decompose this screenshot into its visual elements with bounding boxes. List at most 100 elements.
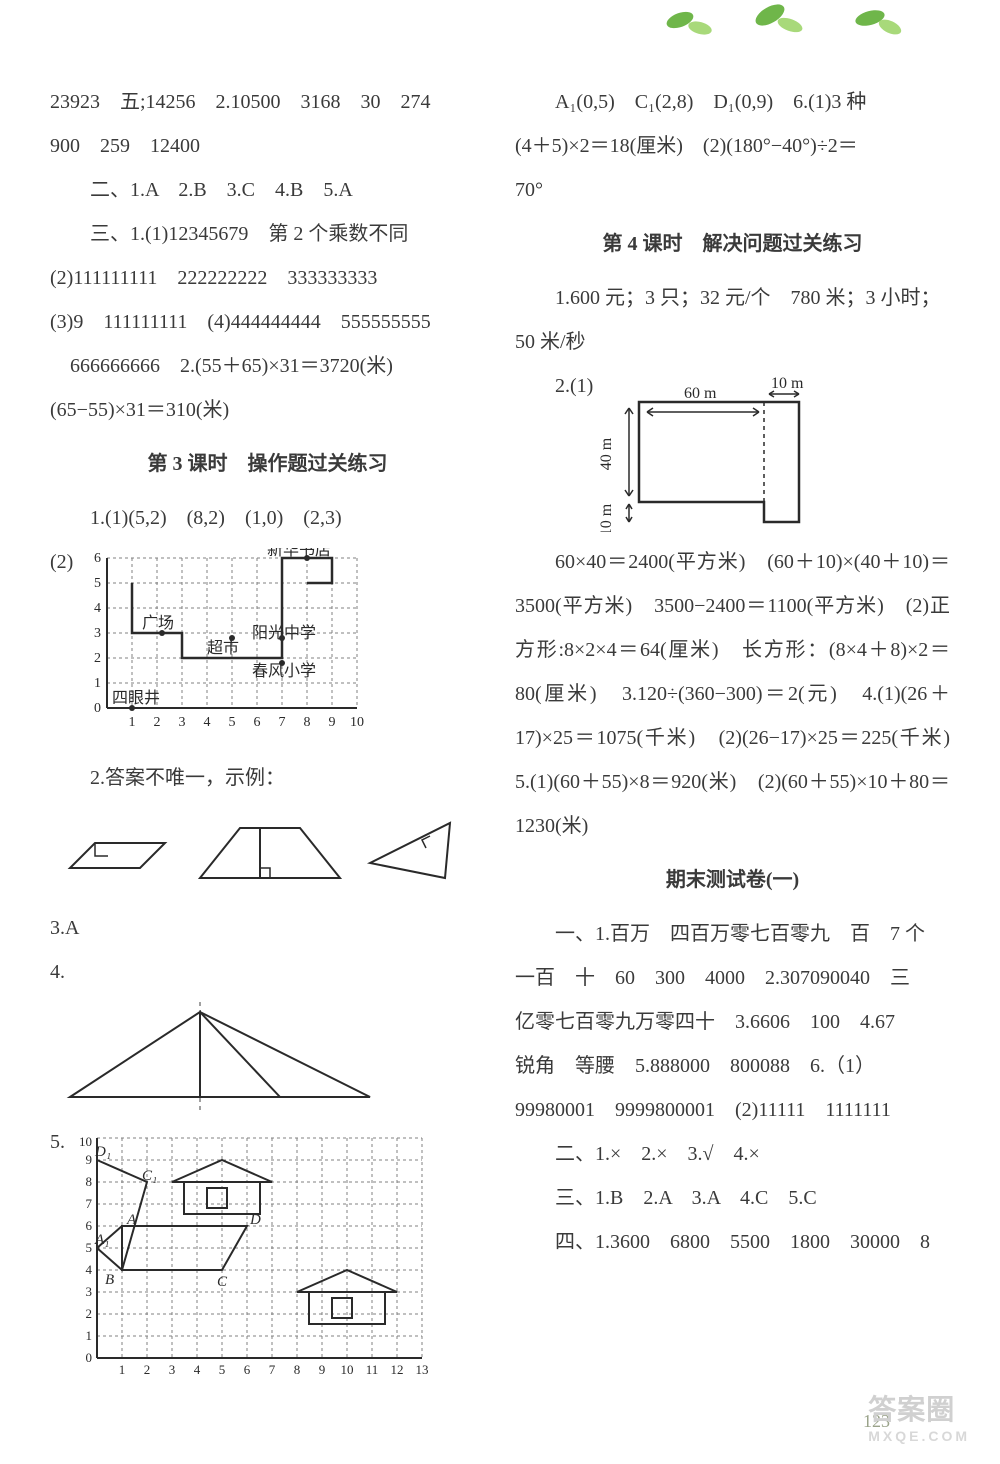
lesson4-title: 第 4 课时 解决问题过关练习 xyxy=(515,222,950,266)
svg-text:1: 1 xyxy=(129,715,136,730)
text-line: 一百 十 60 300 4000 2.307090040 三 xyxy=(515,956,950,1000)
leaf-decoration xyxy=(640,0,940,50)
q1-2-label: (2) xyxy=(50,540,73,584)
svg-text:新华书店: 新华书店 xyxy=(267,548,331,559)
svg-text:2: 2 xyxy=(154,715,161,730)
svg-text:8: 8 xyxy=(86,1174,93,1189)
text-line: 锐角 等腰 5.888000 800088 6.（1） xyxy=(515,1044,950,1088)
svg-text:10: 10 xyxy=(341,1362,354,1377)
example-shapes-figure xyxy=(50,808,470,898)
svg-text:6: 6 xyxy=(244,1362,251,1377)
svg-text:7: 7 xyxy=(269,1362,276,1377)
svg-text:3: 3 xyxy=(169,1362,176,1377)
grid-map-figure: 新华书店 广场 超市 阳光中学 春风小学 四眼井 0 1 2 3 4 xyxy=(77,548,377,748)
svg-text:60 m: 60 m xyxy=(684,385,717,402)
svg-text:4: 4 xyxy=(86,1262,93,1277)
grid-shapes-figure: D₁ C₁ A₁ A B C D 0 1 2 3 4 5 6 7 xyxy=(67,1128,447,1378)
svg-text:5: 5 xyxy=(219,1362,226,1377)
svg-text:9: 9 xyxy=(329,715,336,730)
svg-text:6: 6 xyxy=(94,551,101,566)
svg-text:5: 5 xyxy=(86,1240,93,1255)
text-line: 70° xyxy=(515,168,950,212)
left-column: 23923 五;14256 2.10500 3168 30 274 900 25… xyxy=(50,80,485,1386)
q5-label: 5. xyxy=(50,1120,65,1164)
text-line: 三、1.B 2.A 3.A 4.C 5.C xyxy=(515,1176,950,1220)
text-line: (3)9 111111111 (4)444444444 555555555 xyxy=(50,300,485,344)
svg-text:3: 3 xyxy=(86,1284,93,1299)
text-line: 900 259 12400 xyxy=(50,124,485,168)
text-line: (4＋5)×2＝18(厘米) (2)(180°−40°)÷2＝ xyxy=(515,124,950,168)
l-shape-figure: 60 m 10 m 40 m 10 m xyxy=(599,372,839,532)
svg-text:1: 1 xyxy=(119,1362,126,1377)
calc-block: 60×40＝2400(平方米) (60＋10)×(40＋10)＝3500(平方米… xyxy=(515,540,950,848)
watermark: 答案圈 MXQE.COM xyxy=(868,1388,970,1444)
svg-text:C₁: C₁ xyxy=(142,1168,157,1184)
svg-text:4: 4 xyxy=(94,601,101,616)
svg-text:1: 1 xyxy=(94,676,101,691)
svg-text:7: 7 xyxy=(86,1196,93,1211)
svg-text:7: 7 xyxy=(279,715,286,730)
triangle-mirror-figure xyxy=(50,1002,410,1112)
final-exam-title: 期末测试卷(一) xyxy=(515,858,950,902)
svg-text:40 m: 40 m xyxy=(599,437,615,470)
svg-text:3: 3 xyxy=(179,715,186,730)
svg-text:D: D xyxy=(249,1212,261,1228)
text-line: A₁(0,5) C₁(2,8) D₁(0,9) 6.(1)3 种 xyxy=(515,80,950,124)
svg-text:4: 4 xyxy=(204,715,211,730)
page-columns: 23923 五;14256 2.10500 3168 30 274 900 25… xyxy=(0,0,1000,1426)
svg-text:4: 4 xyxy=(194,1362,201,1377)
svg-text:10: 10 xyxy=(79,1134,92,1149)
text-line: 二、1.× 2.× 3.√ 4.× xyxy=(515,1132,950,1176)
text-line: 99980001 9999800001 (2)11111 1111111 xyxy=(515,1088,950,1132)
text-line: 四、1.3600 6800 5500 1800 30000 8 xyxy=(515,1220,950,1264)
svg-text:10 m: 10 m xyxy=(771,375,804,392)
svg-text:2: 2 xyxy=(86,1306,93,1321)
text-line: 1.600 元；3 只；32 元/个 780 米；3 小时； xyxy=(515,276,950,320)
svg-text:8: 8 xyxy=(294,1362,301,1377)
svg-text:0: 0 xyxy=(86,1350,93,1365)
svg-text:广场: 广场 xyxy=(142,614,174,632)
text-line: 三、1.(1)12345679 第 2 个乘数不同 xyxy=(50,212,485,256)
svg-text:5: 5 xyxy=(229,715,236,730)
svg-text:春风小学: 春风小学 xyxy=(252,662,316,680)
svg-text:12: 12 xyxy=(391,1362,404,1377)
svg-text:3: 3 xyxy=(94,626,101,641)
text-line: 3.A xyxy=(50,906,485,950)
svg-text:10 m: 10 m xyxy=(599,503,615,532)
text-line: (2)111111111 222222222 333333333 xyxy=(50,256,485,300)
text-line: 2.答案不唯一，示例： xyxy=(50,756,485,800)
watermark-bottom: MXQE.COM xyxy=(868,1428,970,1444)
svg-text:四眼井: 四眼井 xyxy=(112,689,160,707)
text-line: 二、1.A 2.B 3.C 4.B 5.A xyxy=(50,168,485,212)
text-line: 50 米/秒 xyxy=(515,320,950,364)
svg-text:1: 1 xyxy=(86,1328,93,1343)
text-line: 23923 五;14256 2.10500 3168 30 274 xyxy=(50,80,485,124)
svg-text:6: 6 xyxy=(86,1218,93,1233)
svg-text:11: 11 xyxy=(366,1362,379,1377)
svg-text:9: 9 xyxy=(86,1152,93,1167)
svg-text:B: B xyxy=(105,1272,114,1288)
q2-label: 2.(1) xyxy=(515,364,593,408)
svg-text:5: 5 xyxy=(94,576,101,591)
text-line: 1.(1)(5,2) (8,2) (1,0) (2,3) xyxy=(50,496,485,540)
svg-text:A₁: A₁ xyxy=(94,1232,109,1248)
text-line: (65−55)×31＝310(米) xyxy=(50,388,485,432)
svg-text:阳光中学: 阳光中学 xyxy=(252,624,316,642)
svg-text:6: 6 xyxy=(254,715,261,730)
text-line: 666666666 2.(55＋65)×31＝3720(米) xyxy=(50,344,485,388)
svg-text:超市: 超市 xyxy=(207,639,239,657)
watermark-top: 答案圈 xyxy=(868,1394,955,1425)
svg-text:10: 10 xyxy=(350,715,364,730)
svg-text:0: 0 xyxy=(94,701,101,716)
text-line: 亿零七百零九万零四十 3.6606 100 4.67 xyxy=(515,1000,950,1044)
svg-text:2: 2 xyxy=(144,1362,151,1377)
svg-text:9: 9 xyxy=(319,1362,326,1377)
svg-text:D₁: D₁ xyxy=(94,1144,111,1160)
svg-text:8: 8 xyxy=(304,715,311,730)
svg-text:A: A xyxy=(126,1212,137,1228)
lesson3-title: 第 3 课时 操作题过关练习 xyxy=(50,442,485,486)
svg-text:13: 13 xyxy=(416,1362,429,1377)
right-column: A₁(0,5) C₁(2,8) D₁(0,9) 6.(1)3 种 (4＋5)×2… xyxy=(515,80,950,1386)
text-line: 一、1.百万 四百万零七百零九 百 7 个 xyxy=(515,912,950,956)
svg-text:C: C xyxy=(217,1274,228,1290)
